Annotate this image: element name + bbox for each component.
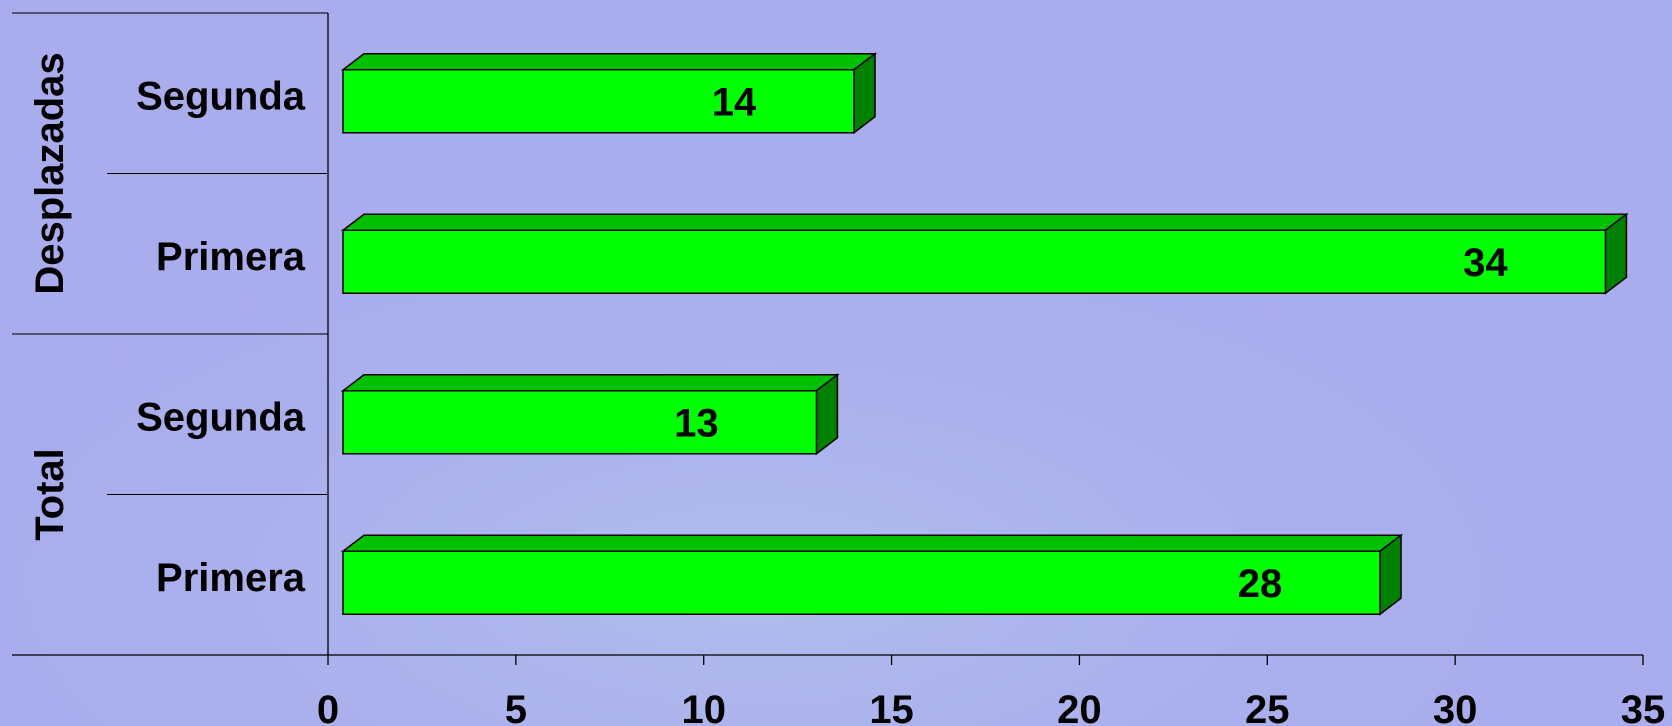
x-tick-label: 15 xyxy=(869,688,914,726)
bar xyxy=(342,229,1607,294)
group-label: Total xyxy=(28,448,72,541)
data-label: 28 xyxy=(1238,562,1283,606)
x-tick-label: 0 xyxy=(317,688,339,726)
bar-top-face xyxy=(340,374,840,392)
x-tick-label: 30 xyxy=(1433,688,1478,726)
category-label: Segunda xyxy=(136,74,306,118)
group-label: Desplazadas xyxy=(28,52,72,294)
data-label: 13 xyxy=(674,401,719,445)
x-tick-label: 10 xyxy=(681,688,726,726)
bar-top-face xyxy=(340,213,1629,231)
bar xyxy=(342,390,818,455)
bar xyxy=(342,550,1381,615)
data-label: 34 xyxy=(1463,241,1508,285)
category-label: Primera xyxy=(156,556,306,600)
x-tick-label: 5 xyxy=(505,688,527,726)
category-label: Primera xyxy=(156,235,306,279)
data-label: 14 xyxy=(712,80,757,124)
x-tick-label: 20 xyxy=(1057,688,1102,726)
bar-top-face xyxy=(340,53,878,71)
x-tick-label: 25 xyxy=(1245,688,1290,726)
bar-top-face xyxy=(340,534,1404,552)
bar xyxy=(342,69,855,134)
category-label: Segunda xyxy=(136,395,306,439)
x-tick-label: 35 xyxy=(1621,688,1666,726)
